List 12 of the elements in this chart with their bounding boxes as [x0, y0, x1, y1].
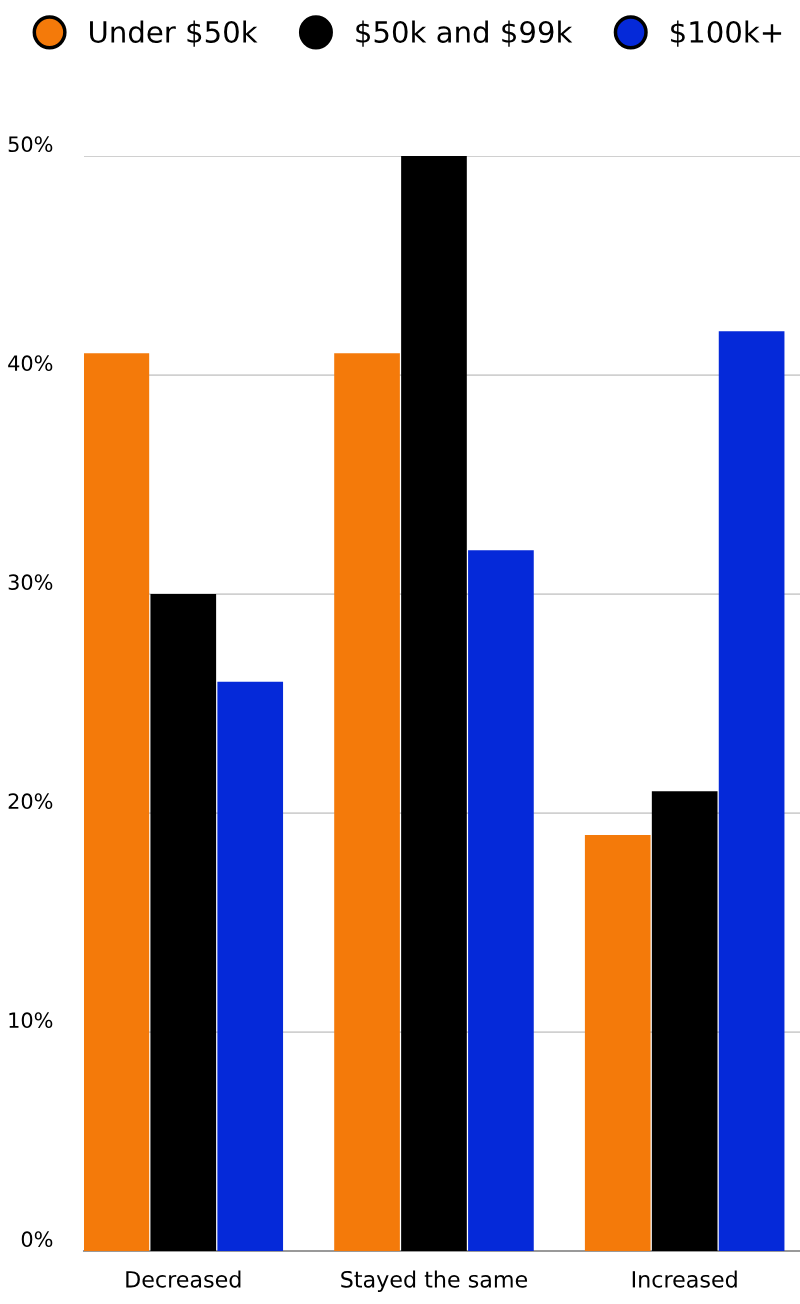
x-tick-label: Increased: [632, 1270, 737, 1288]
y-tick-label: 0%: [21, 1231, 53, 1248]
y-tick-label: 40%: [8, 355, 53, 372]
y-tick-label: 10%: [9, 1012, 53, 1029]
y-tick-label: 50%: [8, 136, 53, 153]
x-tick-label: Stayed the same: [341, 1270, 528, 1293]
y-tick-label: 20%: [8, 793, 53, 810]
legend-label: $100k+: [671, 20, 782, 47]
legend-label: $50k and $99k: [356, 20, 573, 47]
legend-label: Under $50k: [90, 20, 258, 47]
x-tick-label: Decreased: [126, 1270, 241, 1288]
y-tick-label: 30%: [8, 574, 53, 591]
